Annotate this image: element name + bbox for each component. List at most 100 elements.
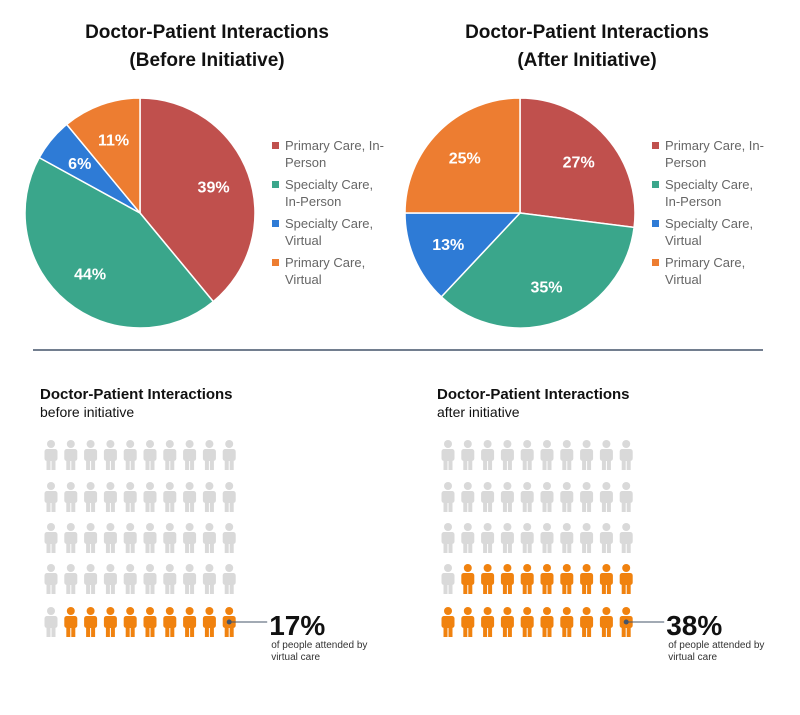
person-icon bbox=[123, 523, 137, 553]
icon-leg bbox=[91, 542, 96, 553]
person-icon bbox=[619, 440, 633, 470]
icon-leg bbox=[190, 626, 195, 637]
icon-leg bbox=[46, 583, 51, 594]
person-icon bbox=[84, 564, 98, 594]
icon-body bbox=[580, 573, 594, 585]
person-icon bbox=[441, 440, 455, 470]
icon-leg bbox=[46, 542, 51, 553]
icon-leg bbox=[170, 501, 175, 512]
icon-leg bbox=[601, 501, 606, 512]
icon-head bbox=[543, 482, 551, 490]
icon-leg bbox=[522, 542, 527, 553]
icon-leg bbox=[488, 583, 493, 594]
value-label: 38% bbox=[666, 610, 722, 641]
icon-head bbox=[543, 564, 551, 572]
data-label: 35% bbox=[530, 280, 562, 297]
icon-leg bbox=[483, 626, 488, 637]
legend-swatch bbox=[272, 181, 279, 188]
icon-leg bbox=[547, 626, 552, 637]
person-icon bbox=[143, 482, 157, 512]
icon-leg bbox=[229, 626, 234, 637]
icon-head bbox=[463, 440, 472, 448]
icon-leg bbox=[621, 583, 626, 594]
icon-leg bbox=[448, 583, 453, 594]
icon-leg bbox=[507, 459, 512, 470]
icon-leg bbox=[66, 626, 71, 637]
icon-head bbox=[106, 440, 115, 448]
icon-leg bbox=[130, 501, 135, 512]
icon-leg bbox=[606, 583, 611, 594]
icon-leg bbox=[463, 501, 468, 512]
person-icon bbox=[183, 523, 197, 553]
icon-leg bbox=[606, 459, 611, 470]
icon-body bbox=[64, 449, 78, 461]
icon-leg bbox=[443, 501, 448, 512]
icon-head bbox=[47, 482, 55, 490]
icon-head bbox=[463, 523, 472, 531]
icon-leg bbox=[567, 459, 572, 470]
icon-body bbox=[520, 573, 534, 585]
person-icon bbox=[222, 440, 236, 470]
icon-leg bbox=[229, 459, 234, 470]
icon-leg bbox=[463, 459, 468, 470]
icon-body bbox=[143, 616, 157, 628]
person-icon bbox=[183, 564, 197, 594]
data-label: 6% bbox=[68, 156, 91, 173]
person-icon bbox=[163, 482, 177, 512]
icon-head bbox=[86, 564, 95, 572]
icon-leg bbox=[46, 626, 51, 637]
icon-leg bbox=[66, 542, 71, 553]
icon-head bbox=[126, 440, 135, 448]
person-icon bbox=[560, 523, 574, 553]
person-icon bbox=[441, 607, 455, 637]
icon-body bbox=[64, 532, 78, 544]
icon-head bbox=[503, 523, 512, 531]
icon-body bbox=[84, 573, 98, 585]
icon-leg bbox=[507, 501, 512, 512]
icon-leg bbox=[105, 459, 110, 470]
icon-leg bbox=[66, 459, 71, 470]
person-icon bbox=[183, 440, 197, 470]
icon-head bbox=[165, 482, 174, 490]
legend-label: Specialty Care, Virtual bbox=[665, 216, 754, 248]
icon-body bbox=[202, 449, 216, 461]
icon-leg bbox=[125, 459, 130, 470]
legend-label: Specialty Care, Virtual bbox=[285, 216, 374, 248]
icon-head bbox=[523, 523, 532, 531]
icon-head bbox=[582, 482, 591, 490]
icon-head bbox=[503, 440, 512, 448]
icon-leg bbox=[606, 501, 611, 512]
icon-body bbox=[540, 532, 554, 544]
icon-leg bbox=[145, 626, 150, 637]
icon-leg bbox=[91, 459, 96, 470]
icon-leg bbox=[621, 501, 626, 512]
icon-body bbox=[619, 491, 633, 503]
icon-leg bbox=[522, 583, 527, 594]
icon-leg bbox=[601, 542, 606, 553]
icon-body bbox=[500, 449, 514, 461]
icon-leg bbox=[542, 542, 547, 553]
person-icon bbox=[520, 607, 534, 637]
icon-leg bbox=[105, 542, 110, 553]
legend-label: Primary Care, Virtual bbox=[665, 255, 746, 287]
icon-head bbox=[185, 440, 194, 448]
icon-body bbox=[103, 491, 117, 503]
icon-head bbox=[562, 607, 571, 615]
icon-leg bbox=[224, 626, 229, 637]
icon-leg bbox=[224, 501, 229, 512]
icon-body bbox=[163, 616, 177, 628]
icon-leg bbox=[204, 501, 209, 512]
icon-leg bbox=[626, 626, 631, 637]
icon-leg bbox=[145, 459, 150, 470]
icon-leg bbox=[71, 583, 76, 594]
icon-leg bbox=[582, 542, 587, 553]
icon-leg bbox=[488, 626, 493, 637]
icon-leg bbox=[483, 459, 488, 470]
icon-leg bbox=[468, 583, 473, 594]
icon-leg bbox=[582, 459, 587, 470]
icon-leg bbox=[443, 542, 448, 553]
icon-leg bbox=[51, 501, 56, 512]
icon-leg bbox=[463, 542, 468, 553]
icon-body bbox=[44, 532, 58, 544]
icon-head bbox=[225, 523, 234, 531]
